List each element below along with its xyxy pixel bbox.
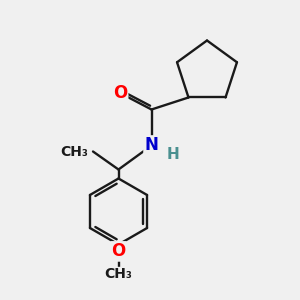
- Text: N: N: [145, 136, 158, 154]
- Text: CH₃: CH₃: [61, 145, 88, 158]
- Text: H: H: [166, 147, 179, 162]
- Text: CH₃: CH₃: [105, 268, 132, 281]
- Text: O: O: [113, 84, 127, 102]
- Text: O: O: [111, 242, 126, 260]
